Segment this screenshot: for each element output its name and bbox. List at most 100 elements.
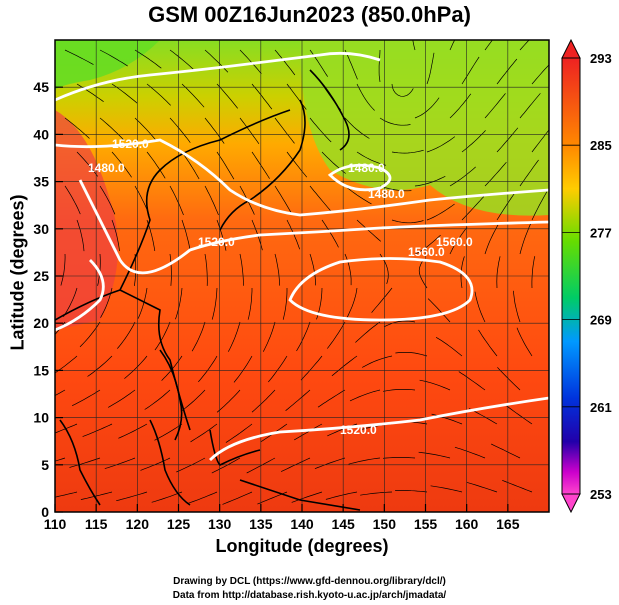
streamline	[382, 457, 416, 459]
colorbar-label: 293	[590, 51, 612, 66]
streamline	[187, 491, 218, 505]
y-tick-label: 0	[41, 504, 49, 520]
streamline	[378, 49, 381, 82]
streamline	[144, 389, 171, 410]
colorbar-label: 285	[590, 138, 612, 153]
streamline	[251, 83, 273, 110]
streamline	[331, 355, 358, 377]
contour-label: 1560.0	[436, 235, 473, 249]
streamline	[294, 423, 323, 441]
streamline	[181, 83, 205, 108]
streamline	[346, 287, 358, 319]
streamline	[225, 423, 253, 443]
x-axis-label: Longitude (degrees)	[215, 536, 389, 556]
streamline	[180, 389, 206, 412]
colorbar-top-arrow	[561, 38, 581, 59]
streamline	[79, 321, 101, 348]
streamline	[198, 355, 218, 383]
streamline	[76, 83, 104, 102]
streamline	[71, 389, 101, 407]
streamline	[111, 151, 132, 178]
streamline	[461, 56, 480, 85]
colorbar: 293 285 277 269 261 253	[561, 38, 612, 514]
x-tick-label: 160	[455, 516, 479, 532]
streamline	[371, 287, 393, 313]
streamline	[286, 151, 308, 178]
y-tick-label: 15	[33, 362, 49, 378]
colorbar-label: 277	[590, 225, 612, 240]
streamline	[99, 117, 124, 140]
streamline	[216, 83, 238, 109]
credit-data: Data from http://database.rish.kyoto-u.a…	[172, 590, 447, 601]
x-tick-label: 150	[373, 516, 397, 532]
contour-label: 1480.0	[368, 187, 405, 201]
streamline	[117, 321, 136, 349]
streamline	[169, 185, 184, 216]
streamline	[491, 443, 521, 459]
streamline	[55, 389, 66, 397]
contour-line-west	[55, 259, 105, 332]
streamline	[64, 117, 90, 139]
streamline	[216, 219, 227, 251]
streamline	[63, 287, 78, 317]
contour-label: 1480.0	[88, 161, 125, 175]
streamline	[104, 457, 136, 469]
streamline	[505, 405, 533, 425]
streamline	[181, 151, 200, 180]
streamline	[151, 491, 183, 503]
streamline	[497, 367, 521, 391]
streamline	[191, 321, 206, 352]
streamline	[69, 457, 101, 468]
streamline	[496, 58, 518, 85]
streamline	[108, 389, 136, 408]
streamline	[211, 457, 241, 474]
coastlines	[55, 69, 361, 511]
streamline	[309, 117, 332, 143]
streamline	[344, 253, 352, 286]
y-tick-label: 40	[33, 126, 49, 142]
x-tick-label: 135	[249, 516, 273, 532]
streamline	[118, 423, 148, 439]
streamline	[418, 451, 451, 459]
x-tick-label: 130	[208, 516, 232, 532]
streamline	[391, 219, 424, 224]
contour-line-mid	[55, 138, 549, 217]
colorbar-bottom-arrow	[561, 493, 581, 514]
streamline	[419, 379, 451, 391]
streamline	[227, 321, 241, 352]
streamline	[274, 185, 292, 214]
y-tick-label: 35	[33, 174, 49, 190]
streamline	[484, 224, 499, 255]
streamline	[449, 166, 476, 187]
x-tick-label: 165	[496, 516, 520, 532]
y-axis-ticks: 0 5 10 15 20 25 30 35 40 45	[33, 79, 63, 520]
streamline	[137, 287, 148, 319]
streamline	[239, 49, 262, 75]
streamline	[454, 446, 486, 459]
streamline	[169, 49, 195, 71]
streamline	[327, 321, 346, 349]
streamline	[383, 320, 416, 328]
streamline	[211, 287, 218, 320]
streamline	[285, 389, 311, 411]
streamline	[430, 485, 463, 493]
streamline	[314, 457, 346, 470]
streamline	[216, 389, 241, 413]
streamline	[427, 298, 451, 323]
streamline	[418, 258, 428, 289]
streamline	[134, 49, 162, 69]
streamline	[356, 83, 375, 111]
streamline	[531, 64, 549, 85]
x-tick-label: 145	[331, 516, 355, 532]
streamline	[154, 423, 183, 441]
streamline	[466, 481, 498, 493]
streamline	[262, 321, 276, 352]
height-contours	[55, 51, 549, 462]
contour-label: 1520.0	[340, 423, 377, 437]
streamline	[513, 290, 521, 323]
streamline	[239, 253, 244, 286]
y-tick-label: 30	[33, 221, 49, 237]
streamline	[274, 49, 296, 76]
streamline	[222, 491, 253, 505]
